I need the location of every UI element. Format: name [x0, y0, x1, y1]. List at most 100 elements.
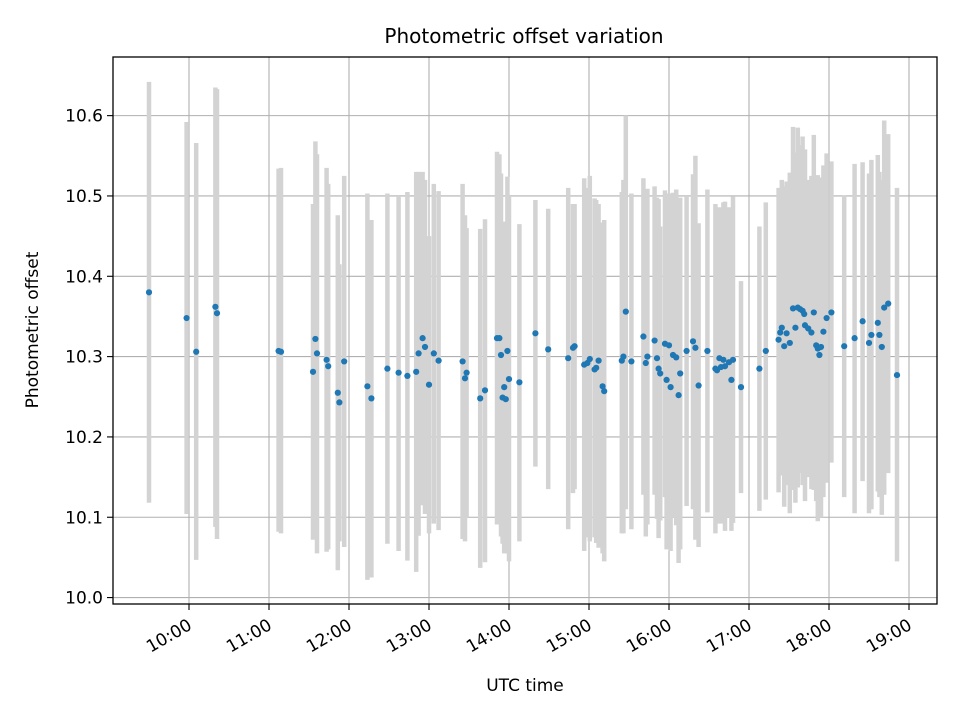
data-point — [384, 365, 391, 372]
data-point — [737, 384, 745, 391]
data-point — [677, 370, 684, 377]
data-point — [792, 324, 799, 331]
data-point — [704, 347, 711, 355]
data-point — [808, 329, 815, 336]
data-point — [477, 395, 484, 402]
data-point — [655, 365, 662, 372]
data-point — [663, 376, 670, 383]
data-point — [309, 368, 317, 375]
data-point — [413, 368, 420, 375]
data-point — [642, 359, 649, 367]
data-point — [419, 335, 426, 342]
data-point — [193, 348, 200, 355]
data-point — [876, 331, 883, 339]
data-point — [496, 335, 503, 342]
data-point — [425, 381, 433, 388]
data-point — [461, 375, 469, 382]
data-point — [325, 363, 332, 370]
data-point — [505, 375, 513, 383]
data-point — [651, 337, 658, 344]
data-point — [823, 314, 830, 322]
data-point — [593, 364, 600, 371]
data-point — [364, 383, 371, 390]
data-point — [874, 319, 881, 326]
data-point — [404, 372, 411, 379]
data-point — [695, 382, 702, 389]
data-point — [622, 308, 629, 315]
data-point — [277, 348, 285, 355]
data-point — [497, 351, 505, 359]
data-point — [828, 309, 835, 316]
data-point — [657, 370, 664, 377]
data-point — [729, 356, 737, 363]
data-point — [817, 343, 825, 351]
data-point — [545, 346, 552, 353]
grid-lines — [113, 57, 937, 604]
data-point — [667, 384, 674, 391]
data-point — [859, 318, 866, 325]
y-tick-label: 10.4 — [65, 267, 103, 287]
data-point — [213, 310, 221, 317]
data-point — [323, 356, 330, 363]
data-point — [720, 356, 727, 363]
data-points — [145, 289, 901, 406]
data-point — [673, 354, 680, 361]
data-point — [683, 347, 690, 355]
data-point — [481, 387, 489, 394]
data-point — [878, 343, 885, 351]
data-point — [820, 328, 827, 335]
data-point — [501, 384, 508, 391]
data-point — [789, 305, 797, 312]
data-point — [756, 365, 763, 372]
y-tick-label: 10.0 — [65, 589, 103, 609]
data-point — [721, 363, 729, 370]
data-point — [689, 338, 697, 345]
y-tick-label: 10.5 — [65, 187, 103, 207]
data-point — [692, 344, 699, 351]
data-point — [504, 347, 511, 355]
data-point — [881, 304, 888, 311]
y-tick-label: 10.1 — [65, 508, 103, 528]
data-point — [595, 357, 602, 364]
data-point — [868, 331, 875, 339]
y-axis-title: Photometric offset — [23, 251, 43, 408]
data-point — [571, 343, 578, 350]
data-point — [336, 399, 343, 406]
data-point — [762, 347, 769, 355]
data-point — [885, 300, 892, 307]
data-point — [601, 388, 608, 395]
data-point — [421, 343, 429, 351]
data-point — [781, 343, 788, 350]
data-point — [816, 351, 823, 359]
data-point — [334, 389, 341, 396]
data-point — [628, 358, 635, 365]
data-point — [801, 310, 808, 318]
data-point — [212, 303, 219, 310]
data-point — [435, 357, 442, 364]
y-tick-label: 10.3 — [65, 348, 103, 368]
data-point — [586, 355, 593, 363]
data-point — [893, 371, 901, 379]
data-point — [341, 358, 348, 365]
y-axis-ticks: 10.0 10.1 10.2 10.3 10.4 10.5 10.6 — [65, 107, 113, 609]
data-point — [183, 314, 190, 322]
data-point — [430, 350, 437, 357]
data-point — [532, 330, 539, 337]
data-point — [516, 379, 523, 386]
data-point — [865, 339, 873, 347]
data-point — [728, 376, 735, 383]
data-point — [599, 383, 606, 390]
data-point — [653, 355, 661, 362]
data-point — [665, 342, 673, 349]
x-axis-title: UTC time — [486, 676, 564, 696]
data-point — [145, 289, 153, 296]
data-point — [783, 330, 790, 337]
data-point — [312, 335, 319, 343]
data-point — [777, 329, 784, 336]
data-point — [775, 336, 782, 343]
data-point — [313, 350, 321, 357]
data-point — [463, 369, 470, 376]
data-point — [368, 395, 375, 402]
data-point — [644, 353, 651, 360]
